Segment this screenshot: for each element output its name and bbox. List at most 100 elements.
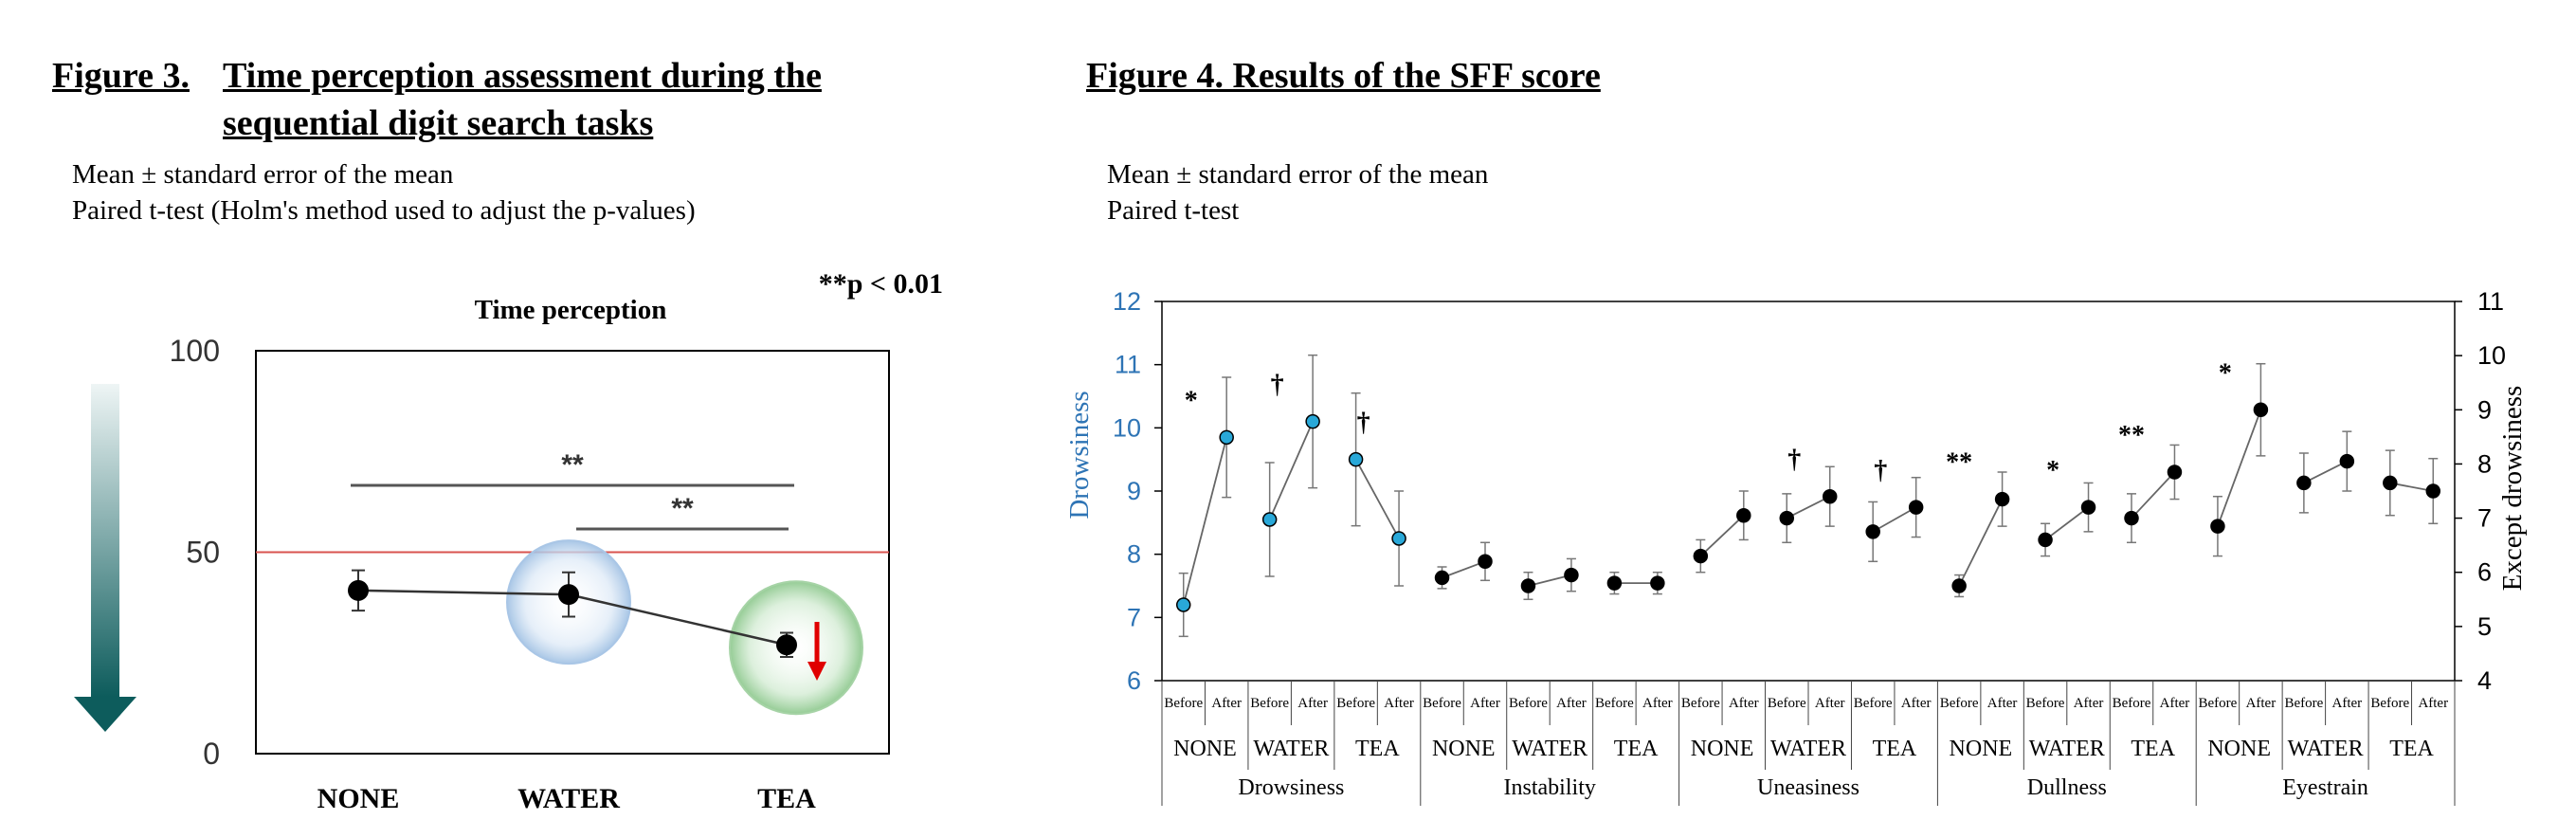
phase-label-after: After [1556, 696, 1587, 711]
pair-line-drowsiness-tea [1354, 459, 1400, 539]
figure4-title: Figure 4. Results of the SFF score [1086, 56, 1601, 96]
data-point-drowsiness-water-before [1261, 512, 1278, 527]
phase-label-before: Before [2199, 696, 2238, 711]
phase-label-before: Before [1595, 696, 1634, 711]
phase-label-after: After [1815, 696, 1845, 711]
condition-label-none: NONE [1950, 737, 2013, 761]
sff-score-chart: 6 7 8 9 10 11 12 4 5 6 7 8 9 10 11 Drowsiness Except dro… [1064, 287, 2528, 806]
condition-label-none: NONE [2207, 737, 2271, 761]
data-point-instability-tea-before [1606, 575, 1623, 591]
left-tick-label-10: 10 [1113, 413, 1141, 442]
pair-line-eyestrain-none [2217, 409, 2262, 527]
pair-line-instability-none [1442, 560, 1486, 579]
significance-mark-dullness-tea: ** [2118, 421, 2145, 450]
significance-mark-drowsiness-tea: † [1357, 409, 1370, 438]
data-point-eyestrain-water-after [2339, 453, 2355, 469]
condition-label-tea: TEA [1355, 737, 1400, 761]
left-axis-label: Drowsiness [1064, 391, 1095, 519]
time-perception-chart: 0 50 100 NONE WATER TEA ** ** [170, 334, 890, 814]
data-point-eyestrain-water-before [2296, 475, 2312, 491]
phase-label-after: After [1297, 696, 1328, 711]
phase-label-before: Before [1768, 696, 1806, 711]
right-tick-label-11: 11 [2477, 287, 2504, 316]
pvalue-note: **p < 0.01 [819, 268, 943, 300]
figure3-note-mean: Mean ± standard error of the mean [72, 159, 454, 190]
phase-label-before: Before [1250, 696, 1289, 711]
y-tick-label-0: 0 [203, 737, 220, 771]
pair-line-drowsiness-water [1268, 421, 1314, 520]
pair-line-dullness-none [1958, 499, 2004, 587]
data-point-drowsiness-none-before [1175, 597, 1191, 612]
figure4-note-mean: Mean ± standard error of the mean [1107, 159, 1489, 190]
significance-mark-drowsiness-none: * [1185, 386, 1198, 415]
data-point-uneasiness-tea-after [1908, 500, 1924, 515]
pair-line-instability-water [1528, 574, 1572, 587]
pair-line-uneasiness-none [1699, 515, 1745, 557]
condition-label-water: WATER [2029, 737, 2105, 761]
y-tick-label-50: 50 [186, 536, 220, 570]
data-point-dullness-water-before [2038, 532, 2053, 548]
condition-label-tea: TEA [1873, 737, 1917, 761]
data-point-uneasiness-tea-before [1865, 524, 1880, 539]
right-tick-label-5: 5 [2477, 612, 2492, 641]
significance-mark-drowsiness-water: † [1271, 371, 1284, 400]
significance-mark-eyestrain-none: * [2219, 358, 2232, 388]
phase-label-after: After [1901, 696, 1932, 711]
data-point-drowsiness-tea-before [1348, 451, 1364, 467]
data-point-tea [776, 634, 797, 656]
data-point-eyestrain-tea-before [2383, 475, 2398, 491]
pair-line-eyestrain-water [2303, 460, 2348, 484]
data-point-instability-water-before [1520, 578, 1536, 593]
figure4-note-test: Paired t-test [1107, 195, 1240, 226]
data-point-dullness-water-after [2080, 500, 2096, 515]
trend-arrow-head [74, 697, 136, 732]
x-tick-label-water: WATER [517, 783, 620, 814]
phase-label-before: Before [2113, 696, 2151, 711]
condition-label-water: WATER [1512, 737, 1587, 761]
data-point-drowsiness-none-after [1219, 429, 1234, 446]
phase-label-after: After [2418, 696, 2448, 711]
x-tick-label-none: NONE [317, 783, 400, 814]
phase-label-after: After [2074, 696, 2104, 711]
left-tick-label-12: 12 [1113, 287, 1141, 316]
condition-label-water: WATER [1253, 737, 1329, 761]
phase-label-before: Before [1854, 696, 1893, 711]
significance-mark-uneasiness-tea: † [1874, 456, 1887, 485]
phase-label-before: Before [1336, 696, 1375, 711]
data-point-instability-none-after [1478, 554, 1493, 570]
condition-label-tea: TEA [2131, 737, 2175, 761]
trend-arrow-shaft [91, 384, 119, 697]
condition-label-tea: TEA [2389, 737, 2434, 761]
condition-label-tea: TEA [1614, 737, 1659, 761]
measure-label-uneasiness: Uneasiness [1757, 775, 1859, 800]
right-tick-label-10: 10 [2477, 341, 2506, 370]
phase-label-before: Before [1681, 696, 1720, 711]
condition-label-water: WATER [2288, 737, 2364, 761]
phase-label-before: Before [2026, 696, 2065, 711]
right-tick-label-8: 8 [2477, 449, 2492, 478]
phase-label-before: Before [2284, 696, 2323, 711]
phase-label-after: After [1987, 696, 2018, 711]
figure3-title-number: Figure 3. [52, 56, 190, 96]
data-point-uneasiness-none-before [1693, 548, 1709, 564]
left-tick-label-9: 9 [1127, 477, 1141, 505]
phase-label-after: After [1470, 696, 1500, 711]
phase-label-after: After [2160, 696, 2190, 711]
phase-label-after: After [2246, 696, 2277, 711]
significance-label-2: ** [671, 493, 694, 524]
condition-label-none: NONE [1432, 737, 1496, 761]
pair-line-drowsiness-none [1182, 437, 1228, 606]
data-point-none [348, 579, 369, 601]
data-point-eyestrain-tea-after [2425, 483, 2441, 499]
pair-line-dullness-tea [2131, 471, 2176, 519]
significance-mark-dullness-water: * [2046, 456, 2059, 485]
phase-label-after: After [1384, 696, 1414, 711]
data-point-water [558, 584, 579, 606]
figure3-note-test: Paired t-test (Holm's method used to adj… [72, 195, 696, 226]
decrease-arrow-head [807, 662, 826, 681]
phase-label-before: Before [1940, 696, 1979, 711]
phase-label-before: Before [2370, 696, 2409, 711]
data-point-dullness-tea-before [2124, 510, 2139, 526]
phase-label-before: Before [1164, 696, 1203, 711]
